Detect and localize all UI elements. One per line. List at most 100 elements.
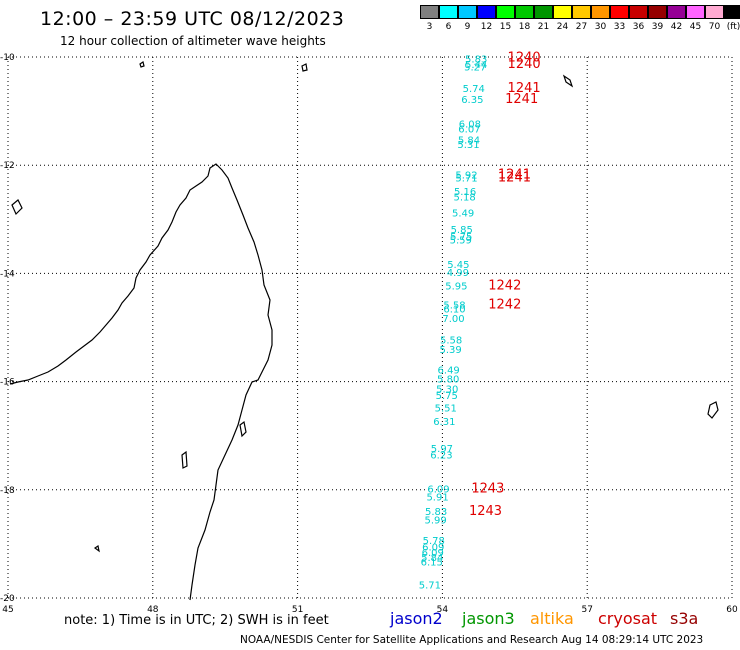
island-west: [93, 545, 100, 553]
color-swatch: [705, 5, 724, 19]
color-swatch: [686, 5, 705, 19]
latitude-label: -10: [0, 53, 15, 63]
color-swatch: [648, 5, 667, 19]
swh-value: 5.49: [452, 209, 474, 220]
island-glorioso: [301, 63, 308, 72]
color-swatch: [553, 5, 572, 19]
madagascar-coastline: [9, 163, 273, 601]
swh-value: 6.08: [459, 119, 481, 130]
swh-value: 5.75: [436, 391, 458, 402]
swh-value: 5.92: [455, 171, 477, 182]
island-reunion-mauritius: [707, 401, 719, 419]
swh-value: 5.30: [436, 384, 458, 395]
satellite-altika: altika: [530, 609, 574, 628]
color-scale-labels: 3 6 9 12 15 18 21 24 27 30 33 36 39 42 45 70 (ft): [420, 22, 740, 32]
swh-value: 5.75: [450, 232, 472, 243]
swh-value: 5.44: [465, 60, 487, 71]
satellite-cryosat: cryosat: [598, 609, 658, 628]
color-swatch: [572, 5, 591, 19]
color-swatch: [477, 5, 496, 19]
color-swatch: [420, 5, 439, 19]
satellite-jason3: jason3: [462, 609, 515, 628]
longitude-label: 57: [581, 605, 592, 615]
color-swatch: [610, 5, 629, 19]
swh-value: 6.09: [422, 542, 444, 553]
island-nosy-be: [181, 450, 188, 469]
swh-value: 5.16: [454, 187, 476, 198]
color-scale-label: 21: [537, 22, 550, 32]
color-scale-label: 18: [518, 22, 531, 32]
swh-value: 5.84: [458, 136, 480, 147]
pass-time-label: 1241: [505, 92, 538, 107]
swh-value: 5.39: [439, 345, 461, 356]
swh-value: 6.07: [458, 125, 480, 136]
color-swatch: [534, 5, 553, 19]
swh-value: 6.49: [438, 365, 460, 376]
swh-value: 6.15: [421, 558, 443, 569]
swh-value: 6.09: [422, 548, 444, 559]
swh-value: 5.83: [465, 54, 487, 65]
swh-value: 6.10: [443, 304, 465, 315]
swh-value: 5.27: [464, 63, 486, 74]
map-subtitle: 12 hour collection of altimeter wave hei…: [60, 34, 326, 48]
latitude-label: -20: [0, 594, 15, 604]
pass-time-label: 1242: [488, 298, 521, 313]
map-title: 12:00 – 23:59 UTC 08/12/2023: [40, 8, 345, 30]
satellite-jason2: jason2: [390, 609, 443, 628]
color-scale-label: 45: [689, 22, 702, 32]
island-ste-marie: [239, 420, 247, 438]
color-swatch: [496, 5, 515, 19]
lat-lon-grid: [7, 56, 733, 599]
longitude-label: 60: [726, 605, 738, 615]
pass-time-label: 1240: [508, 50, 541, 65]
color-scale-label: 9: [464, 22, 471, 32]
satellite-s3a: s3a: [670, 609, 699, 628]
color-swatch: [667, 5, 686, 19]
color-scale-label: 27: [575, 22, 588, 32]
pass-time-label: 1243: [471, 482, 504, 497]
swh-value: 5.45: [447, 260, 469, 271]
color-scale-label: 70: [708, 22, 721, 32]
swh-value: 5.31: [457, 140, 479, 151]
latitude-label: -16: [0, 378, 15, 388]
latitude-label: -18: [0, 486, 15, 496]
color-scale-label: 30: [594, 22, 607, 32]
swh-value: 5.58: [443, 301, 465, 312]
swh-value: 5.78: [423, 536, 445, 547]
longitude-label: 51: [292, 605, 303, 615]
swh-value: 5.91: [426, 493, 448, 504]
swh-value: 5.71: [419, 580, 441, 591]
swh-value: 6.35: [461, 95, 483, 106]
swh-value: 5.83: [425, 507, 447, 518]
note-text: note: 1) Time is in UTC; 2) SWH is in fe…: [64, 613, 329, 628]
swh-value: 6.31: [433, 417, 455, 428]
color-scale-label: 24: [556, 22, 569, 32]
pass-time-label: 1242: [488, 279, 521, 294]
swh-value: 5.95: [445, 282, 467, 293]
color-scale-label: 15: [499, 22, 512, 32]
color-scale-label: 12: [480, 22, 493, 32]
swh-value: 5.99: [425, 515, 447, 526]
pass-time-label: 1241: [508, 81, 541, 96]
color-scale-label: 33: [613, 22, 626, 32]
color-scale-label: 6: [445, 22, 452, 32]
color-scale-bar: [420, 5, 740, 19]
swh-value: 5.58: [440, 336, 462, 347]
swh-value: 5.80: [437, 375, 459, 386]
swh-value: 6.09: [427, 485, 449, 496]
latitude-label: -12: [0, 161, 15, 171]
island-mayotte: [139, 61, 145, 68]
swh-value: 5.51: [435, 403, 457, 414]
pass-time-label: 1243: [469, 504, 502, 519]
color-swatch: [629, 5, 648, 19]
swh-value-labels: 5.835.445.275.746.356.086.075.845.315.92…: [419, 54, 488, 591]
color-scale-label: (ft): [726, 22, 740, 32]
swh-value: 5.74: [463, 84, 485, 95]
swh-value: 5.97: [431, 444, 453, 455]
swh-value: 4.99: [447, 268, 469, 279]
longitude-label: 54: [437, 605, 449, 615]
color-swatch: [515, 5, 534, 19]
color-scale-label: 39: [651, 22, 664, 32]
color-swatch: [591, 5, 610, 19]
